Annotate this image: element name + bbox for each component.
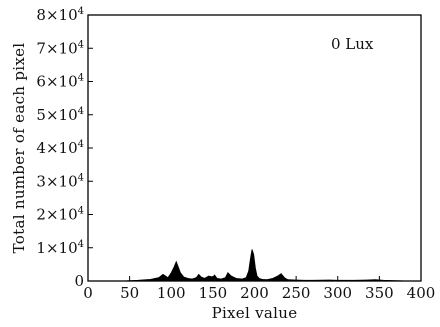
x-tick-label: 0 [83,284,93,302]
y-tick-exponent: 4 [78,206,84,217]
y-tick-label: 1×104 [36,239,84,257]
y-tick-label: 6×104 [36,73,84,91]
y-tick-label: 4×104 [36,139,84,157]
y-tick-mantissa: 7×10 [36,39,77,57]
y-tick-mantissa: 3×10 [36,172,77,190]
y-tick-mantissa: 5×10 [36,106,77,124]
y-tick-mantissa: 4×10 [36,139,77,157]
x-tick-label: 250 [282,284,311,302]
y-tick-exponent: 4 [78,239,84,250]
y-tick-label: 5×104 [36,106,84,124]
y-tick-mantissa: 2×10 [36,206,77,224]
y-tick-exponent: 4 [78,39,84,50]
x-tick-label: 300 [323,284,352,302]
y-tick-mantissa: 1×10 [36,239,77,257]
y-tick-mantissa: 6×10 [36,73,77,91]
histogram-series-0 [88,249,421,282]
x-axis-ticks: 0 50 100 150 200 250 300 350 400 [83,276,435,302]
x-axis-title: Pixel value [212,304,298,322]
y-axis-title: Total number of each pixel [10,43,28,254]
x-tick-label: 100 [157,284,186,302]
x-tick-label: 50 [120,284,139,302]
y-tick-label: 8×104 [36,6,84,24]
plot-area: 0 50 100 150 200 250 300 350 400 01×1042×1043×10… [36,6,435,302]
plot-frame [87,14,422,282]
annotation-label: 0 Lux [331,35,374,53]
y-tick-exponent: 4 [78,6,84,17]
y-axis-ticks: 01×1042×1043×1044×1045×1046×1047×1048×10… [36,6,93,290]
y-tick-exponent: 4 [78,106,84,117]
series-layer [88,249,421,282]
x-tick-label: 200 [240,284,269,302]
y-tick-mantissa: 8×10 [36,6,77,24]
y-tick-label: 3×104 [36,172,84,190]
x-tick-label: 350 [365,284,394,302]
y-tick-label: 2×104 [36,206,84,224]
y-tick-label: 0 [74,272,84,290]
x-tick-label: 400 [407,284,436,302]
x-tick-label: 150 [199,284,228,302]
y-tick-mantissa: 0 [74,272,84,290]
y-tick-exponent: 4 [78,139,84,150]
y-tick-exponent: 4 [78,172,84,183]
y-tick-exponent: 4 [78,73,84,84]
y-tick-label: 7×104 [36,39,84,57]
